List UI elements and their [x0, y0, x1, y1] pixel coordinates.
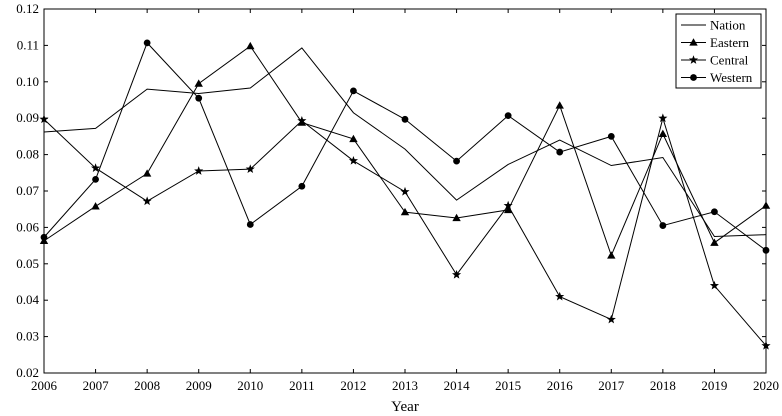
circle-marker: [143, 39, 151, 47]
x-axis: 2006 2007 2008 2009 2010 2011 2012 2013 2014 2015…: [31, 9, 779, 393]
star-marker: [606, 314, 616, 324]
series-western: [40, 39, 770, 254]
circle-marker: [711, 208, 718, 216]
star-marker: [709, 280, 719, 290]
x-tick-label: 2019: [701, 378, 727, 393]
y-tick-label: 0.12: [16, 1, 39, 16]
x-tick-label: 2006: [31, 378, 58, 393]
triangle-marker: [452, 213, 461, 222]
star-marker: [555, 291, 565, 301]
triangle-marker: [658, 129, 668, 138]
star-marker: [142, 196, 152, 206]
series-eastern: [39, 41, 771, 259]
triangle-marker: [400, 207, 410, 216]
circle-marker: [690, 74, 697, 81]
y-tick-label: 0.08: [16, 147, 39, 162]
series-line-nation: [43, 47, 767, 238]
circle-marker: [607, 133, 615, 140]
triangle-marker: [142, 169, 152, 177]
x-tick-label: 2015: [495, 378, 521, 393]
triangle-marker: [555, 101, 564, 109]
y-axis: 0.02 0.03 0.04 0.05 0.06 0.07 0.08 0.09 0.10 0.11…: [16, 1, 766, 380]
triangle-marker: [710, 238, 719, 246]
star-marker: [761, 340, 771, 350]
circle-marker: [350, 87, 357, 95]
star-marker: [688, 55, 699, 64]
triangle-marker: [349, 134, 358, 143]
legend-item-western: Western: [681, 70, 753, 85]
star-marker: [452, 269, 462, 279]
triangle-marker: [91, 202, 100, 210]
circle-marker: [40, 233, 48, 241]
x-tick-label: 2017: [598, 378, 625, 393]
star-marker: [194, 166, 204, 175]
y-tick-label: 0.07: [16, 183, 39, 198]
triangle-marker: [194, 79, 203, 87]
x-tick-label: 2012: [340, 378, 366, 393]
y-tick-label: 0.09: [16, 110, 39, 125]
series-central: [39, 113, 771, 350]
star-marker: [658, 113, 668, 123]
y-tick-label: 0.03: [16, 329, 39, 344]
legend-item-nation: Nation: [681, 18, 746, 33]
star-marker: [39, 114, 49, 124]
x-axis-title: Year: [391, 399, 419, 415]
x-tick-label: 2011: [289, 378, 315, 393]
x-tick-label: 2020: [753, 378, 779, 393]
star-marker: [400, 186, 410, 196]
circle-marker: [195, 94, 203, 102]
legend-label: Nation: [710, 18, 746, 33]
circle-marker: [556, 148, 564, 156]
y-tick-label: 0.10: [16, 74, 39, 89]
y-tick-label: 0.05: [16, 256, 39, 271]
star-marker: [348, 155, 358, 165]
circle-marker: [92, 175, 99, 183]
triangle-marker: [246, 41, 255, 50]
series-line-eastern: [43, 45, 767, 257]
circle-marker: [246, 221, 254, 228]
star-marker: [297, 115, 307, 125]
legend-item-central: Central: [681, 53, 749, 68]
x-tick-label: 2018: [650, 378, 676, 393]
y-tick-label: 0.04: [16, 292, 39, 307]
series-layer: [39, 39, 771, 350]
circle-marker: [298, 182, 306, 190]
triangle-marker: [689, 38, 698, 46]
legend-frame: [675, 13, 762, 89]
star-marker: [245, 164, 255, 174]
x-tick-label: 2010: [237, 378, 263, 393]
triangle-marker: [607, 251, 616, 259]
circle-marker: [453, 157, 460, 165]
star-marker: [91, 163, 101, 172]
x-tick-label: 2013: [392, 378, 418, 393]
circle-marker: [762, 246, 770, 254]
x-tick-label: 2014: [444, 378, 471, 393]
triangle-marker: [503, 205, 513, 214]
legend-label: Eastern: [710, 35, 749, 50]
x-tick-label: 2007: [83, 378, 110, 393]
circle-marker: [659, 222, 667, 229]
y-tick-label: 0.02: [16, 365, 39, 380]
circle-marker: [504, 112, 512, 120]
series-line-central: [43, 116, 767, 347]
y-tick-label: 0.11: [17, 37, 39, 52]
x-tick-label: 2009: [186, 378, 212, 393]
x-tick-label: 2008: [134, 378, 160, 393]
legend-label: Central: [710, 53, 749, 68]
legend: Nation Eastern Central Western: [675, 13, 762, 89]
series-nation: [43, 47, 767, 238]
y-tick-label: 0.06: [16, 219, 39, 234]
star-marker: [503, 200, 513, 210]
legend-label: Western: [710, 70, 753, 85]
circle-marker: [401, 115, 409, 123]
triangle-marker: [761, 201, 771, 209]
x-tick-label: 2016: [547, 378, 574, 393]
legend-item-eastern: Eastern: [681, 35, 749, 50]
